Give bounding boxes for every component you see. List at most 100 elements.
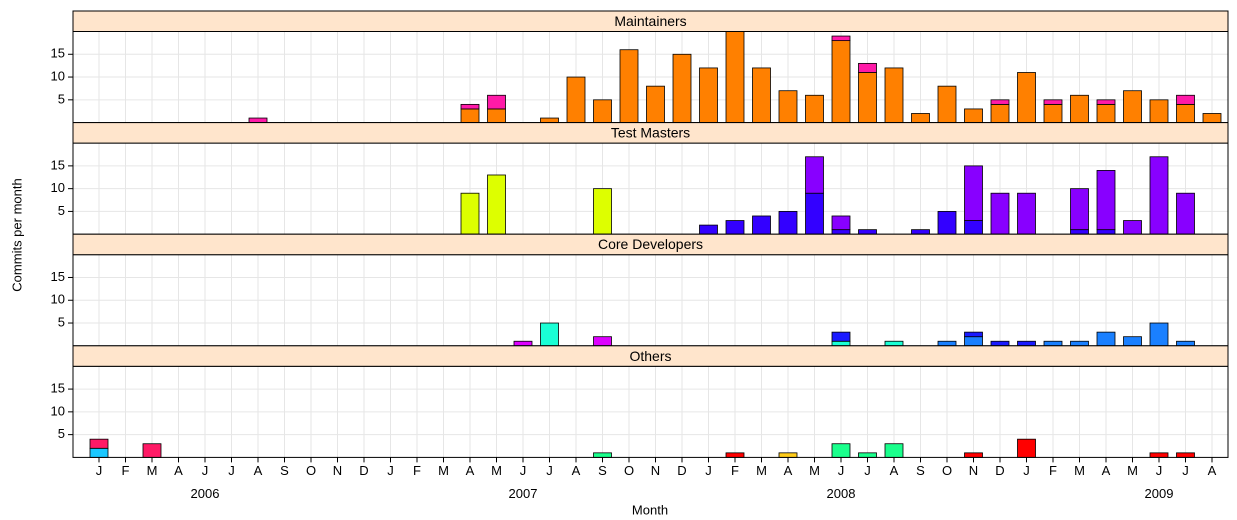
x-tick-label: O [306,463,316,478]
x-tick-label: D [359,463,368,478]
x-tick-label: A [466,463,475,478]
x-tick-label: M [1074,463,1085,478]
bar [1176,452,1195,458]
bar [937,211,957,235]
bar [1096,331,1116,347]
bar [646,85,665,124]
x-tick-label: J [520,463,527,478]
bar [831,340,851,347]
strip [72,10,1229,32]
bar [1017,192,1036,235]
y-axis-label: Commits per month [9,178,24,291]
x-tick-label: F [731,463,739,478]
bar [1043,99,1063,105]
bar [593,188,612,235]
x-tick-label: A [572,463,581,478]
bar [1202,113,1222,123]
bar [1123,336,1142,347]
bar [672,53,692,123]
x-tick-label: O [942,463,952,478]
panel-title: Others [629,348,671,364]
bar [1176,340,1195,347]
bar [911,229,930,235]
bar [1043,340,1063,347]
bar [752,67,771,124]
bar [858,229,877,235]
x-tick-label: A [890,463,899,478]
x-group-label: 2009 [1145,486,1174,501]
bar [884,340,904,347]
x-tick-label: A [1102,463,1111,478]
x-tick-label: D [995,463,1004,478]
x-tick-label: J [202,463,209,478]
x-tick-label: D [677,463,686,478]
bar [593,99,612,123]
y-tick-label: 10 [51,403,65,418]
x-tick-label: F [122,463,130,478]
bar [884,67,904,124]
bar [725,452,745,458]
bar [487,94,506,110]
bar [1017,340,1036,347]
bar [619,49,639,123]
bar [937,85,957,124]
x-tick-label: A [174,463,183,478]
x-tick-label: N [333,463,342,478]
x-tick-label: M [491,463,502,478]
bar [752,215,771,235]
bar [805,156,824,194]
x-tick-label: N [969,463,978,478]
bar [937,340,957,347]
strip [72,233,1229,256]
x-tick-label: A [254,463,263,478]
y-tick-label: 15 [51,46,65,61]
x-tick-label: J [1182,463,1189,478]
y-tick-label: 10 [51,292,65,307]
strip [72,122,1229,144]
bar [964,108,983,123]
bar [699,224,718,235]
bar [990,99,1010,105]
bar [990,103,1010,123]
x-tick-label: M [147,463,158,478]
x-tick-label: J [228,463,235,478]
x-tick-label: J [387,463,394,478]
bar [778,452,798,458]
bar [990,340,1010,347]
strip [72,345,1229,367]
bar [831,229,851,235]
bar [831,443,851,458]
bar [460,108,480,123]
bar [911,113,930,123]
bar [540,117,559,123]
bar [89,438,109,449]
x-tick-label: M [809,463,820,478]
bar [1149,322,1169,347]
x-group-label: 2007 [509,486,538,501]
bar [725,31,745,123]
bar [831,331,851,342]
bar [964,331,983,338]
bar [990,192,1010,235]
bar [1017,438,1036,458]
bar [1043,103,1063,123]
bar [1017,72,1036,124]
x-tick-label: J [838,463,845,478]
bar [566,76,586,124]
bar [1070,94,1089,123]
bar [1096,229,1116,235]
x-tick-label: M [1127,463,1138,478]
y-tick-label: 15 [51,157,65,172]
bar [1176,103,1195,123]
bar [831,35,851,42]
bar [460,192,480,235]
bar [1149,99,1169,123]
panel-title: Test Masters [611,125,690,141]
x-tick-label: J [864,463,871,478]
bar [964,452,983,458]
y-tick-label: 10 [51,68,65,83]
x-axis-label: Month [632,502,668,517]
bar [964,336,983,347]
y-tick-label: 5 [58,203,65,218]
